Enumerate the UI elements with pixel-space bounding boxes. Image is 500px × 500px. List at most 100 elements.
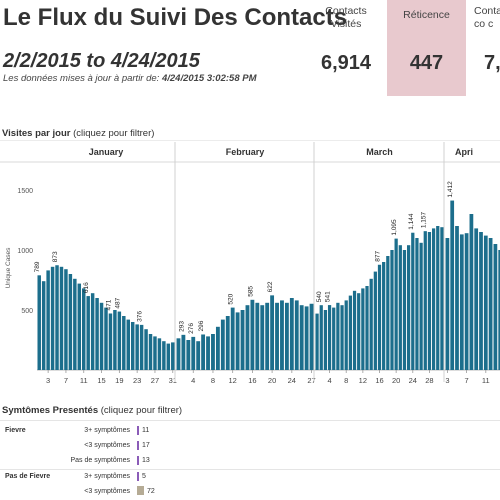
bar <box>309 303 314 370</box>
bar <box>220 319 225 370</box>
bar <box>431 228 436 370</box>
bar <box>41 281 46 370</box>
symptoms-divider <box>0 420 500 421</box>
bar <box>117 311 122 370</box>
symptom-bar[interactable] <box>137 456 139 465</box>
bar <box>275 302 279 370</box>
bar <box>68 274 73 370</box>
bar <box>171 342 175 370</box>
bar <box>55 265 59 370</box>
kpi-contacts-visited-value: 6,914 <box>320 52 372 74</box>
kpi-reticence[interactable]: Réticence 447 <box>387 0 466 96</box>
page-title: Le Flux du Suivi Des Contacts <box>3 4 348 31</box>
bar <box>419 242 423 370</box>
bar <box>113 310 117 370</box>
symptom-row-label[interactable]: 3+ symptômes <box>84 473 130 480</box>
y-tick-label: 1000 <box>17 248 33 255</box>
kpi-contacts-visited[interactable]: Contacts Visités 6,914 <box>312 0 380 96</box>
data-label: 293 <box>178 321 185 332</box>
bar <box>459 234 464 370</box>
bar <box>469 214 474 370</box>
bar <box>289 298 294 370</box>
bar <box>157 338 162 370</box>
x-tick-label: 20 <box>392 376 400 385</box>
bar <box>319 305 323 370</box>
bar <box>336 302 340 370</box>
kpi-contacts-visited-label: Contacts Visités <box>325 5 367 30</box>
symptom-row-label[interactable]: <3 symptômes <box>84 488 130 495</box>
kpi-reticence-value: 447 <box>409 52 444 74</box>
bar <box>201 334 206 370</box>
bar <box>373 271 377 370</box>
kpi-contacts-in-progress[interactable]: Conta (en co c 7, <box>470 0 500 96</box>
x-tick-label: 24 <box>409 376 417 385</box>
x-tick-label: 19 <box>115 376 123 385</box>
symptom-bar[interactable] <box>137 426 139 435</box>
data-label: 1,095 <box>391 219 398 236</box>
x-tick-label: 28 <box>425 376 433 385</box>
x-tick-label: 16 <box>375 376 383 385</box>
kpi-contacts-in-progress-label: Conta (en co c <box>474 5 500 30</box>
data-label: 1,157 <box>420 212 427 229</box>
visits-chart[interactable]: Unique Cases50010001500January7898736164… <box>0 140 500 398</box>
bar <box>126 319 130 370</box>
data-label: 789 <box>34 261 41 272</box>
data-label: 296 <box>198 320 205 331</box>
date-range: 2/2/2015 to 4/24/2015 <box>3 50 200 72</box>
bar <box>153 336 157 370</box>
bar <box>498 250 500 370</box>
bar <box>260 305 265 370</box>
bar <box>394 238 398 370</box>
symptom-row-label[interactable]: <3 symptômes <box>84 442 130 449</box>
bar <box>483 235 488 370</box>
x-tick-label: 23 <box>133 376 141 385</box>
data-label: 873 <box>52 251 59 262</box>
bar <box>215 326 220 370</box>
bar <box>402 250 407 370</box>
visits-title: Visites par jour <box>2 128 71 139</box>
symptom-group-no-fever: Pas de Fievre <box>5 473 51 480</box>
x-tick-label: 15 <box>97 376 105 385</box>
bar <box>166 343 171 370</box>
data-label: 1,144 <box>408 213 415 230</box>
bar <box>357 293 361 370</box>
symptom-bar[interactable] <box>137 486 144 495</box>
bar <box>108 313 113 370</box>
bar <box>348 295 352 370</box>
symptom-row-label[interactable]: Pas de symptômes <box>70 457 130 464</box>
symptom-row-label[interactable]: 3+ symptômes <box>84 427 130 434</box>
bar <box>270 295 275 370</box>
data-label: 585 <box>247 286 254 297</box>
bar <box>390 250 394 370</box>
bar <box>440 227 444 370</box>
bar <box>369 278 373 370</box>
y-tick-label: 1500 <box>17 188 33 195</box>
symptom-row-value: 17 <box>142 442 150 449</box>
x-tick-label: 20 <box>268 376 276 385</box>
bar <box>294 300 299 370</box>
symptom-row-value: 72 <box>147 488 155 495</box>
data-label: 276 <box>188 323 195 334</box>
bar <box>493 244 498 370</box>
kpi-contacts-in-progress-value: 7, <box>484 52 500 74</box>
x-tick-label: 8 <box>344 376 348 385</box>
symptom-bar[interactable] <box>137 472 139 481</box>
bar <box>86 296 90 370</box>
bar <box>191 336 196 370</box>
bar <box>59 266 64 370</box>
symptom-row-value: 5 <box>142 473 146 480</box>
bar <box>464 233 469 370</box>
symptoms-title: Symtômes Presentés <box>2 405 99 416</box>
bar <box>474 228 479 370</box>
bar <box>211 334 215 370</box>
x-tick-label: 31 <box>169 376 177 385</box>
bar <box>427 232 432 370</box>
data-label: 541 <box>325 291 332 302</box>
bar <box>386 256 390 370</box>
y-tick-label: 500 <box>21 308 33 315</box>
bar <box>130 322 135 370</box>
bar <box>304 306 309 370</box>
bar <box>352 290 357 370</box>
symptom-bar[interactable] <box>137 441 139 450</box>
data-label: 487 <box>114 297 121 308</box>
